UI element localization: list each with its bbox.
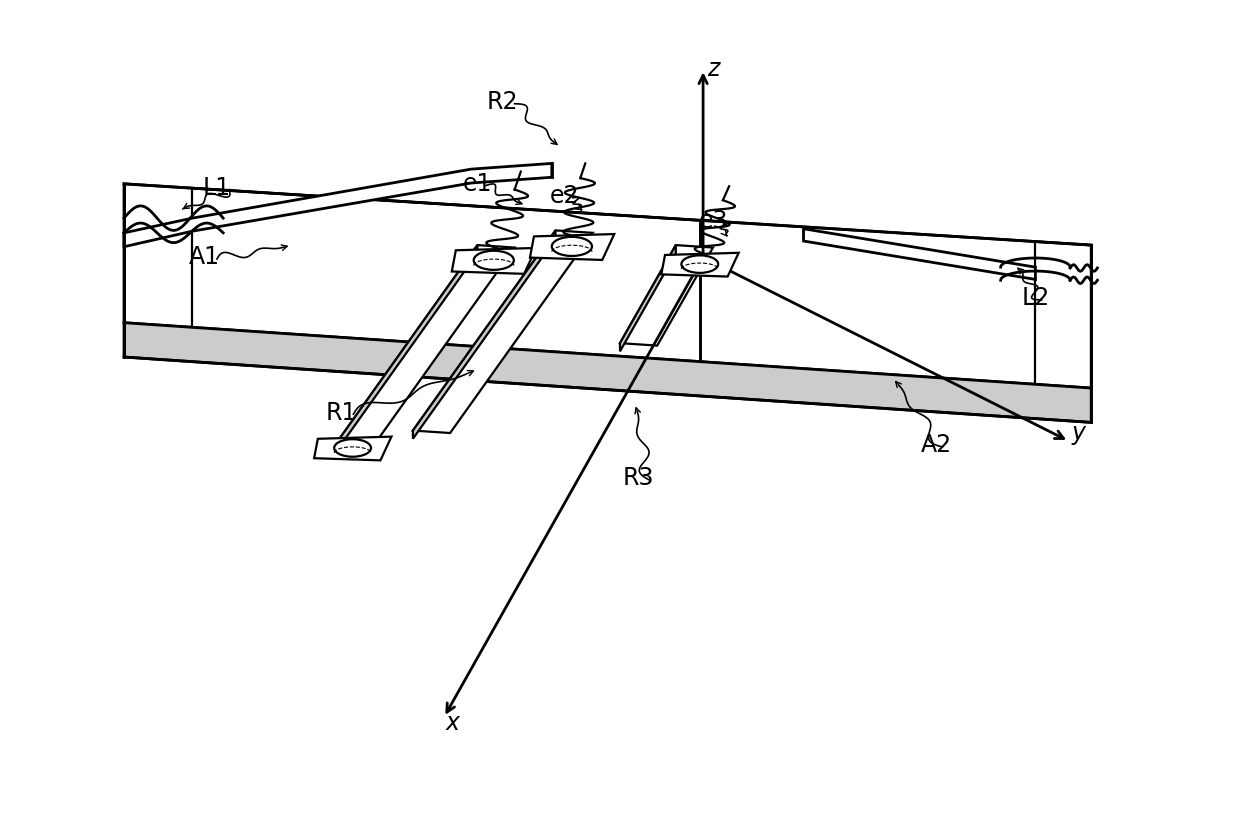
Text: A1: A1 <box>190 245 221 270</box>
Polygon shape <box>661 252 739 276</box>
Text: e1: e1 <box>463 172 492 196</box>
Text: R3: R3 <box>622 466 655 490</box>
Ellipse shape <box>335 440 371 457</box>
Text: R2: R2 <box>486 90 518 114</box>
Polygon shape <box>335 245 477 453</box>
Text: y: y <box>1071 421 1086 445</box>
Polygon shape <box>620 245 676 351</box>
Polygon shape <box>413 230 593 433</box>
Ellipse shape <box>552 237 591 256</box>
Polygon shape <box>314 436 392 460</box>
Ellipse shape <box>681 256 718 273</box>
Text: x: x <box>445 711 460 735</box>
Polygon shape <box>701 221 1091 388</box>
Polygon shape <box>529 234 614 260</box>
Polygon shape <box>413 230 556 439</box>
Polygon shape <box>804 229 1035 279</box>
Ellipse shape <box>474 251 513 270</box>
Text: R1: R1 <box>325 400 357 425</box>
Text: z: z <box>707 57 719 82</box>
Polygon shape <box>335 245 515 448</box>
Polygon shape <box>451 248 536 274</box>
Text: L1: L1 <box>203 176 231 200</box>
Polygon shape <box>620 245 713 346</box>
Polygon shape <box>124 323 1091 422</box>
Text: L2: L2 <box>1022 286 1049 310</box>
Text: A2: A2 <box>920 433 952 458</box>
Polygon shape <box>124 163 552 247</box>
Text: e2: e2 <box>549 184 579 208</box>
Text: e3: e3 <box>698 208 728 233</box>
Polygon shape <box>124 184 701 362</box>
